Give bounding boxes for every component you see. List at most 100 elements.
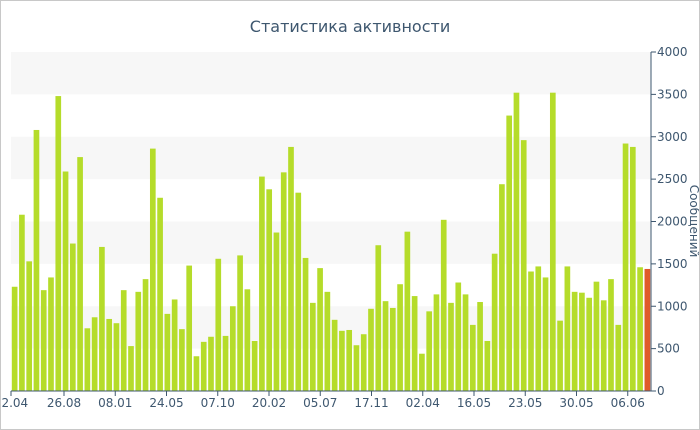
bar[interactable] (375, 245, 382, 391)
bar[interactable] (411, 296, 418, 391)
x-tick-label: 16.05 (457, 396, 491, 410)
bar[interactable] (48, 277, 54, 391)
bar[interactable] (113, 323, 120, 391)
y-tick-label: 1500 (657, 257, 688, 271)
bar[interactable] (353, 345, 360, 391)
bar[interactable] (309, 302, 316, 391)
bar[interactable] (491, 253, 498, 391)
bar[interactable] (193, 356, 200, 391)
bar[interactable] (419, 353, 425, 391)
bar[interactable] (455, 282, 462, 391)
bar[interactable] (382, 301, 389, 391)
x-tick-label: 20.02 (252, 396, 286, 410)
bar[interactable] (106, 318, 113, 391)
bar[interactable] (324, 291, 331, 391)
x-tick-label: 23.05 (508, 396, 542, 410)
bar[interactable] (77, 157, 83, 391)
grid-band (11, 136, 651, 180)
bar[interactable] (40, 290, 47, 391)
bar[interactable] (84, 328, 91, 391)
bar[interactable] (404, 231, 411, 391)
bar[interactable] (397, 284, 403, 391)
bar[interactable] (346, 329, 353, 391)
bar[interactable] (259, 176, 265, 391)
bar[interactable] (302, 257, 309, 391)
bar[interactable] (171, 299, 178, 391)
bar[interactable] (389, 307, 396, 391)
bar[interactable] (120, 290, 127, 391)
bar[interactable] (615, 324, 622, 391)
x-tick-label: 08.01 (98, 396, 132, 410)
bar[interactable] (208, 336, 214, 391)
bar[interactable] (528, 271, 534, 392)
x-tick-label: 24.05 (149, 396, 183, 410)
x-axis: 12.04 26.08 08.01 24.05 07.10 20.02 05.07 17.11… (1, 390, 651, 410)
bar[interactable] (33, 129, 40, 391)
bar[interactable] (179, 329, 185, 391)
bar[interactable] (535, 266, 542, 391)
bar[interactable] (26, 261, 33, 391)
bar[interactable] (157, 197, 163, 391)
bar[interactable] (579, 292, 585, 391)
bar[interactable] (237, 255, 243, 391)
bar[interactable] (135, 291, 142, 391)
bar[interactable] (99, 246, 105, 391)
bar[interactable] (542, 277, 549, 391)
bar[interactable] (317, 268, 323, 391)
bar[interactable] (244, 289, 251, 391)
bar[interactable] (331, 319, 338, 391)
bar[interactable] (11, 286, 18, 391)
bar[interactable] (368, 308, 374, 391)
bar[interactable] (499, 184, 505, 391)
bar[interactable] (55, 96, 62, 391)
bar[interactable] (629, 146, 636, 391)
bar[interactable] (506, 115, 513, 391)
bar[interactable] (200, 341, 207, 391)
bar[interactable] (69, 243, 76, 391)
bar[interactable] (91, 317, 98, 391)
bar[interactable] (164, 313, 171, 391)
bar[interactable] (622, 143, 629, 391)
y-tick-label: 2500 (657, 172, 688, 186)
bar[interactable] (186, 265, 193, 391)
bar[interactable] (462, 294, 469, 391)
bar[interactable] (608, 279, 614, 391)
bar[interactable] (280, 172, 287, 391)
bar[interactable] (19, 214, 25, 391)
bar[interactable] (273, 232, 280, 391)
bar[interactable] (288, 146, 294, 391)
y-tick-label: 0 (657, 384, 665, 398)
bar[interactable] (469, 324, 476, 391)
bar[interactable] (251, 341, 258, 391)
bar[interactable] (149, 148, 156, 391)
bar[interactable] (513, 92, 520, 392)
bar[interactable] (520, 140, 527, 391)
bar[interactable] (557, 320, 563, 391)
bar[interactable] (586, 297, 593, 391)
bar[interactable] (549, 92, 556, 392)
bar[interactable] (229, 306, 236, 391)
bar[interactable] (142, 279, 149, 391)
bar-current[interactable] (644, 268, 651, 391)
bar[interactable] (339, 330, 345, 391)
x-tick-label: 12.04 (1, 396, 28, 410)
bar[interactable] (295, 192, 302, 391)
bar[interactable] (215, 258, 222, 391)
bar[interactable] (426, 311, 433, 391)
bar[interactable] (484, 341, 491, 391)
bar[interactable] (440, 219, 447, 391)
bar[interactable] (360, 334, 367, 391)
bar[interactable] (266, 189, 273, 391)
bar[interactable] (600, 300, 607, 391)
bar[interactable] (222, 335, 229, 391)
bar[interactable] (433, 294, 440, 391)
bar[interactable] (477, 302, 483, 391)
bar[interactable] (571, 291, 578, 391)
bar[interactable] (593, 281, 600, 391)
bar[interactable] (128, 346, 134, 391)
bar[interactable] (564, 266, 571, 391)
bar[interactable] (62, 171, 69, 392)
bar[interactable] (637, 267, 643, 391)
bar[interactable] (448, 302, 454, 391)
